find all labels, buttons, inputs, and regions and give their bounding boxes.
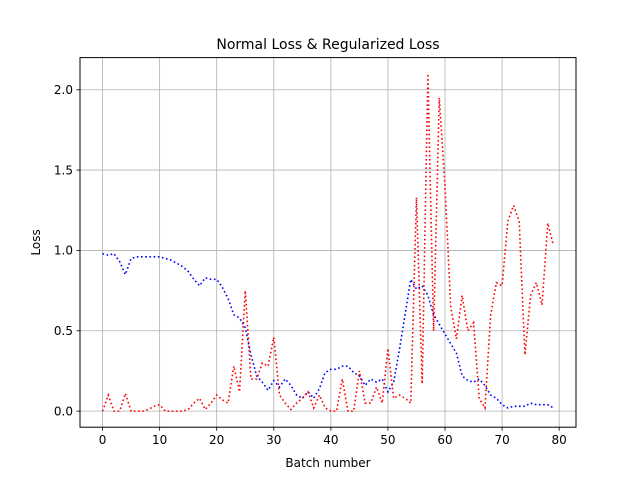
grid (80, 57, 576, 428)
x-tick-label: 70 (494, 433, 509, 447)
series-layer (101, 73, 555, 412)
x-tick-label: 50 (380, 433, 395, 447)
y-tick-label: 0.5 (54, 324, 73, 338)
x-tick-label: 10 (152, 433, 167, 447)
y-tick-label: 1.5 (54, 163, 73, 177)
y-tick-label: 2.0 (54, 83, 73, 97)
x-tick-label: 0 (99, 433, 107, 447)
plot-frame (79, 57, 577, 428)
y-tick-label: 1.0 (54, 244, 73, 258)
x-tick-label: 40 (323, 433, 338, 447)
x-tick-label: 60 (437, 433, 452, 447)
x-axis-label: Batch number (285, 456, 370, 470)
series-line-2 (101, 73, 555, 412)
x-tick-label: 20 (209, 433, 224, 447)
series-line-1 (102, 252, 554, 409)
y-axis-label: Loss (29, 229, 43, 255)
y-tick-label: 0.0 (54, 404, 73, 418)
x-tick-label: 80 (552, 433, 567, 447)
ticks: 0 10 20 30 40 50 60 70 80 0.0 0.5 1.0 1.5 2.0 (54, 83, 567, 447)
chart-title: Normal Loss & Regularized Loss (216, 37, 439, 53)
x-tick-label: 30 (266, 433, 281, 447)
